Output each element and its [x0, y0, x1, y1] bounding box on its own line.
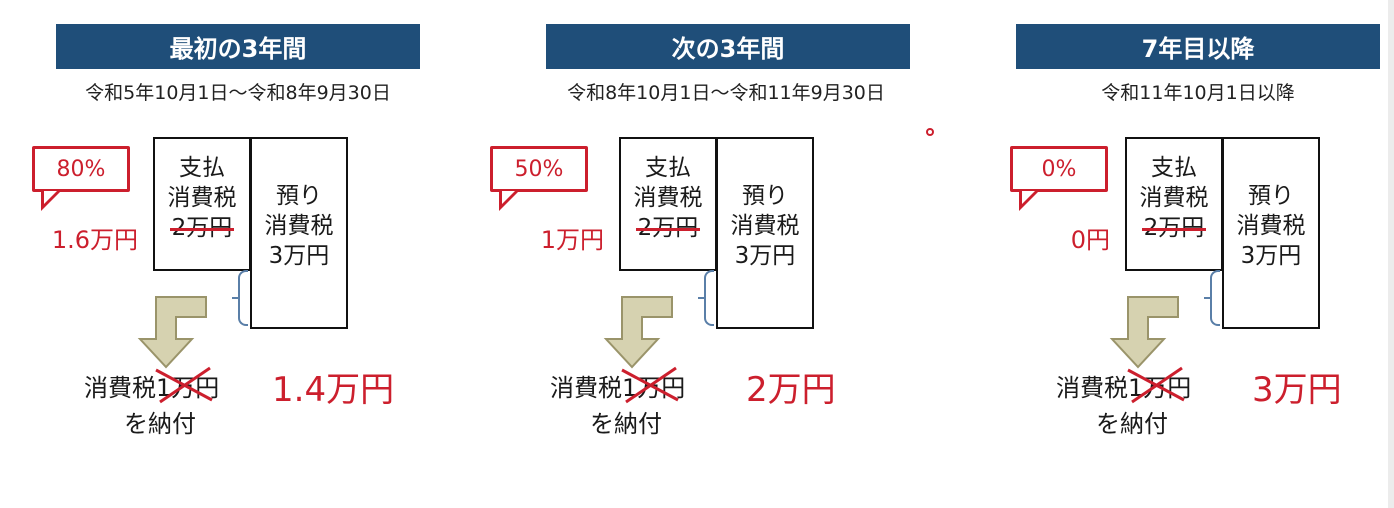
bent-down-arrow-icon — [137, 296, 207, 369]
paid-box-line1: 支払 — [179, 155, 225, 181]
received-box-line2: 消費税 — [730, 213, 800, 239]
received-box-line2: 消費税 — [1236, 213, 1306, 239]
bent-down-arrow-icon — [603, 296, 673, 369]
cross-mark-icon — [621, 366, 679, 404]
paid-box-amount: 2万円 — [1141, 215, 1206, 241]
received-box-amount: 3万円 — [268, 243, 330, 269]
scrollbar[interactable] — [1388, 0, 1394, 508]
paid-box-line2: 消費税 — [633, 185, 703, 211]
rate-callout: 50% — [490, 146, 588, 211]
pay-label: を納付 — [124, 410, 196, 438]
paid-tax-box: 支払 消費税 2万円 — [1125, 137, 1223, 271]
bent-down-arrow-icon — [1109, 296, 1179, 369]
paid-box-line1: 支払 — [1151, 155, 1197, 181]
panel-next-3-years: 次の3年間 令和8年10月1日～令和11年9月30日 50% 1万円 支払 消費… — [466, 0, 910, 508]
period-text: 令和11年10月1日以降 — [1101, 82, 1295, 104]
tax-due-line: 消費税1万円 — [550, 366, 685, 404]
panel-title: 7年目以降 — [1016, 24, 1380, 69]
received-box-line2: 消費税 — [264, 213, 334, 239]
period-text: 令和8年10月1日～令和11年9月30日 — [567, 82, 885, 104]
cross-mark-icon — [1127, 366, 1185, 404]
result-amount: 3万円 — [1252, 370, 1342, 410]
received-tax-box: 預り 消費税 3万円 — [250, 137, 348, 329]
paid-tax-box: 支払 消費税 2万円 — [619, 137, 717, 271]
crossed-amount: 1万円 — [1127, 366, 1191, 404]
left-brace-icon — [698, 270, 714, 326]
received-box-amount: 3万円 — [734, 243, 796, 269]
received-tax-box: 預り 消費税 3万円 — [716, 137, 814, 329]
result-amount: 1.4万円 — [272, 370, 395, 410]
tax-label: 消費税 — [1056, 374, 1128, 402]
left-brace-icon — [1204, 270, 1220, 326]
period-text: 令和5年10月1日～令和8年9月30日 — [85, 82, 391, 104]
paid-box-line2: 消費税 — [167, 185, 237, 211]
paid-box-line2: 消費税 — [1139, 185, 1209, 211]
deduction-amount: 1万円 — [540, 226, 604, 254]
panel-title: 次の3年間 — [546, 24, 910, 69]
rate-callout: 0% — [1010, 146, 1108, 211]
paid-box-amount: 2万円 — [635, 215, 700, 241]
received-box-line1: 預り — [1248, 183, 1294, 209]
received-box-line1: 預り — [742, 183, 788, 209]
received-box-line1: 預り — [276, 183, 322, 209]
tax-label: 消費税 — [550, 374, 622, 402]
pay-label: を納付 — [1096, 410, 1168, 438]
received-box-amount: 3万円 — [1240, 243, 1302, 269]
panel-year-7-onward: 7年目以降 令和11年10月1日以降 0% 0円 支払 消費税 2万円 預り 消… — [972, 0, 1394, 508]
paid-box-line1: 支払 — [645, 155, 691, 181]
tax-label: 消費税 — [84, 374, 156, 402]
laser-pointer-icon — [926, 128, 934, 136]
left-brace-icon — [232, 270, 248, 326]
result-amount: 2万円 — [746, 370, 836, 410]
deduction-amount: 1.6万円 — [51, 226, 138, 254]
crossed-amount: 1万円 — [621, 366, 685, 404]
cross-mark-icon — [155, 366, 213, 404]
paid-box-amount: 2万円 — [169, 215, 234, 241]
panel-title: 最初の3年間 — [56, 24, 420, 69]
deduction-amount: 0円 — [1070, 226, 1110, 254]
tax-due-line: 消費税1万円 — [84, 366, 219, 404]
crossed-amount: 1万円 — [155, 366, 219, 404]
tax-due-line: 消費税1万円 — [1056, 366, 1191, 404]
paid-tax-box: 支払 消費税 2万円 — [153, 137, 251, 271]
pay-label: を納付 — [590, 410, 662, 438]
rate-callout: 80% — [32, 146, 130, 211]
panel-first-3-years: 最初の3年間 令和5年10月1日～令和8年9月30日 80% 1.6万円 支払 … — [0, 0, 440, 508]
received-tax-box: 預り 消費税 3万円 — [1222, 137, 1320, 329]
